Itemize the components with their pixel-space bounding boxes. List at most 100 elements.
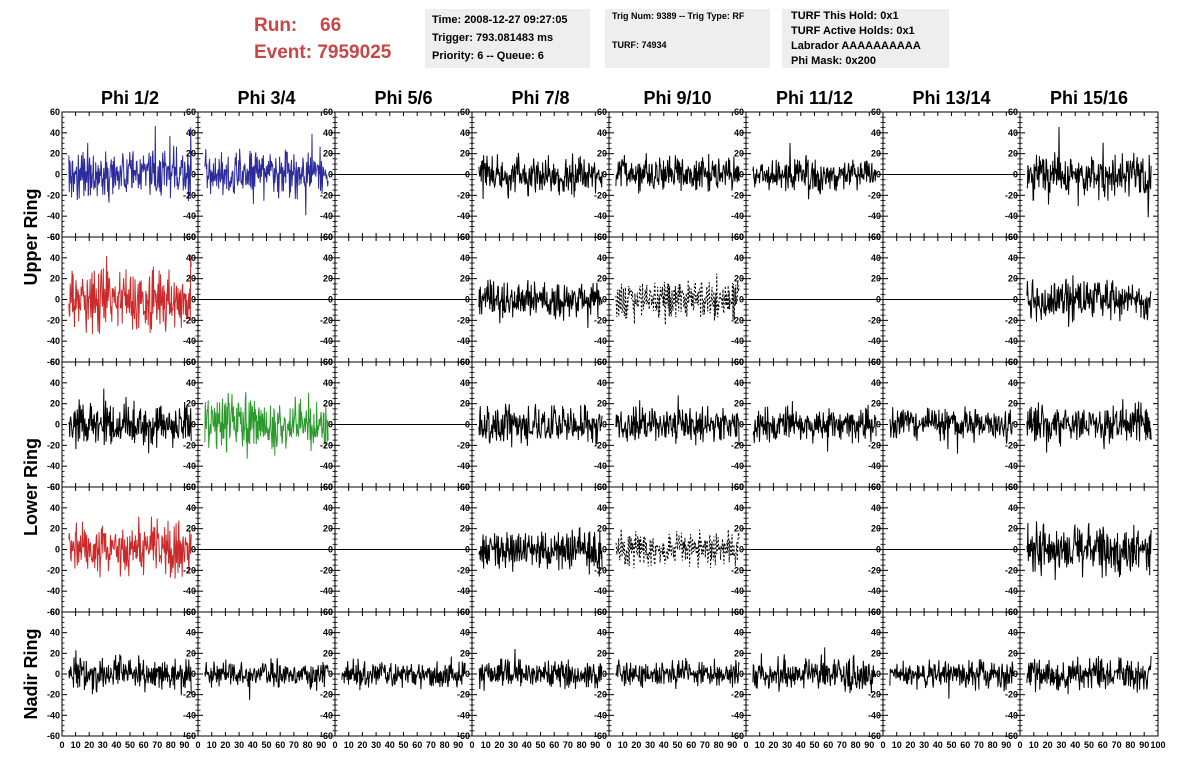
column-header: Phi 13/14: [912, 88, 990, 108]
y-tick-label: -20: [183, 690, 196, 700]
y-tick-label: 20: [597, 524, 607, 534]
x-tick-label: 40: [659, 740, 669, 750]
y-tick-label: -20: [868, 315, 881, 325]
y-tick-label: -40: [731, 336, 744, 346]
x-tick-label: 40: [522, 740, 532, 750]
y-tick-label: -20: [868, 565, 881, 575]
y-tick-label: -40: [594, 710, 607, 720]
y-tick-label: 20: [50, 524, 60, 534]
x-tick-label: 20: [631, 740, 641, 750]
y-tick-label: 40: [871, 253, 881, 263]
y-tick-label: 20: [1008, 524, 1018, 534]
y-tick-label: 60: [460, 357, 470, 367]
x-tick-label: 40: [933, 740, 943, 750]
y-tick-label: 0: [739, 669, 744, 679]
y-tick-label: 60: [871, 482, 881, 492]
x-tick-label: 40: [1070, 740, 1080, 750]
run-event-header: Run: 66 Event: 7959025: [254, 12, 391, 66]
x-tick-label: 70: [1112, 740, 1122, 750]
y-tick-label: -40: [731, 710, 744, 720]
x-tick-label: 80: [577, 740, 587, 750]
y-tick-label: 0: [602, 420, 607, 430]
x-tick-label: 40: [796, 740, 806, 750]
y-tick-label: 0: [55, 669, 60, 679]
y-tick-label: -20: [47, 565, 60, 575]
y-tick-label: -40: [868, 461, 881, 471]
event-label: Event:: [254, 42, 313, 63]
waveform-trace: [204, 133, 329, 216]
y-tick-label: -20: [183, 565, 196, 575]
y-tick-label: 40: [186, 503, 196, 513]
y-tick-label: -40: [594, 336, 607, 346]
waveform-trace: [478, 279, 603, 329]
x-tick-label: 50: [672, 740, 682, 750]
y-tick-label: 60: [597, 107, 607, 117]
event-line: Event: 7959025: [254, 39, 391, 66]
x-tick-label: 40: [385, 740, 395, 750]
y-tick-label: -20: [731, 690, 744, 700]
x-tick-label: 30: [1056, 740, 1066, 750]
waveform-trace: [1026, 655, 1152, 695]
y-tick-label: -20: [47, 315, 60, 325]
waveform-trace: [204, 658, 329, 700]
column-header: Phi 11/12: [776, 88, 853, 108]
y-tick-label: 40: [871, 128, 881, 138]
waveform-trace: [752, 142, 877, 200]
y-tick-label: 0: [465, 420, 470, 430]
x-tick-label: 10: [1029, 740, 1039, 750]
y-tick-label: -20: [320, 565, 333, 575]
y-tick-label: -20: [1005, 440, 1018, 450]
x-tick-label: 80: [851, 740, 861, 750]
phi-mask-text: Phi Mask: 0x200: [791, 55, 876, 67]
y-tick-label: -40: [457, 336, 470, 346]
x-tick-label: 90: [1139, 740, 1149, 750]
x-tick-label: 60: [823, 740, 833, 750]
x-tick-label: 30: [508, 740, 518, 750]
y-tick-label: 40: [871, 628, 881, 638]
x-tick-label: 60: [412, 740, 422, 750]
run-line: Run: 66: [254, 12, 391, 39]
y-tick-label: -20: [457, 190, 470, 200]
y-tick-label: -40: [320, 336, 333, 346]
x-tick-label: 40: [248, 740, 258, 750]
x-tick-label: 20: [768, 740, 778, 750]
y-tick-label: -20: [47, 690, 60, 700]
y-tick-label: 60: [323, 107, 333, 117]
y-tick-label: 20: [323, 524, 333, 534]
y-tick-label: 60: [1008, 482, 1018, 492]
x-tick-label: 50: [261, 740, 271, 750]
x-tick-label: 0: [743, 740, 748, 750]
y-tick-label: -40: [868, 710, 881, 720]
y-tick-label: -40: [457, 586, 470, 596]
y-tick-label: 40: [597, 378, 607, 388]
y-tick-label: -20: [457, 440, 470, 450]
x-tick-label: 50: [398, 740, 408, 750]
time-text: Time: 2008-12-27 09:27:05: [432, 14, 568, 26]
y-tick-label: 0: [465, 669, 470, 679]
y-tick-label: -40: [731, 586, 744, 596]
y-tick-label: 60: [460, 482, 470, 492]
y-tick-label: -40: [594, 211, 607, 221]
y-tick-label: 0: [876, 295, 881, 305]
y-tick-label: -20: [594, 190, 607, 200]
row-group-label: Lower Ring: [21, 438, 41, 536]
turf-this-hold-text: TURF This Hold: 0x1: [791, 10, 899, 22]
y-tick-label: 40: [50, 378, 60, 388]
waveform-trace: [615, 658, 740, 690]
waveform-trace: [478, 152, 603, 200]
x-tick-label: 80: [440, 740, 450, 750]
y-tick-label: 60: [734, 232, 744, 242]
y-tick-label: 20: [460, 274, 470, 284]
y-tick-label: -20: [731, 440, 744, 450]
labrador-text: Labrador AAAAAAAAAA: [791, 40, 921, 52]
y-tick-label: 20: [734, 399, 744, 409]
y-tick-label: 40: [186, 128, 196, 138]
waveform-trace: [1026, 126, 1152, 218]
y-tick-label: 20: [186, 274, 196, 284]
y-tick-label: 20: [597, 274, 607, 284]
y-tick-label: 0: [55, 545, 60, 555]
y-tick-label: -20: [1005, 315, 1018, 325]
y-tick-label: 60: [323, 357, 333, 367]
x-tick-label: 80: [988, 740, 998, 750]
y-tick-label: 60: [186, 482, 196, 492]
